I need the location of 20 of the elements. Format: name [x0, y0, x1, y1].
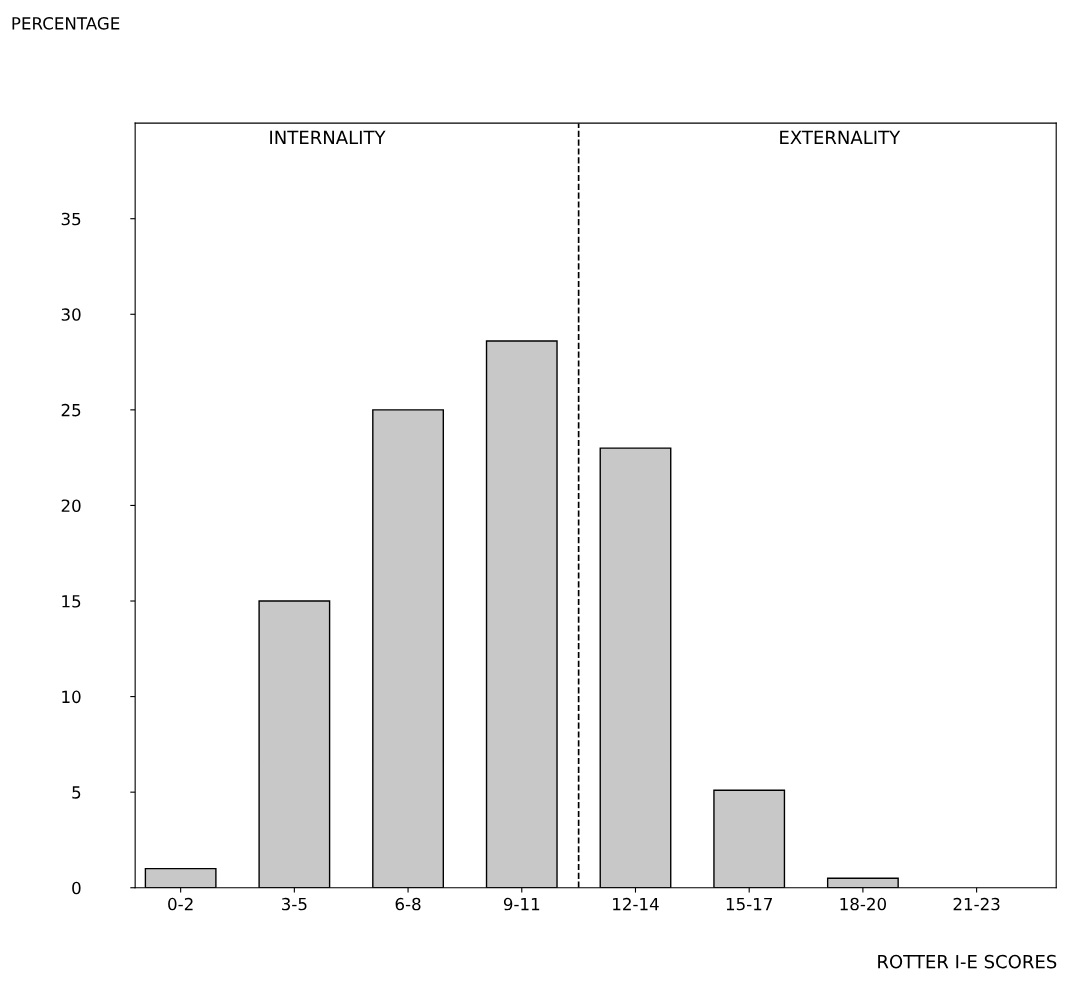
y-tick-label: 35: [61, 212, 81, 226]
y-tick-label: 0: [72, 881, 81, 895]
x-tick-label: 0-2: [168, 897, 193, 911]
y-tick-label: 15: [62, 595, 81, 608]
annotation: INTERNALITY: [270, 130, 386, 144]
y-tick-label: 20: [61, 499, 81, 513]
annotation: EXTERNALITY: [780, 130, 901, 144]
x-axis-title: ROTTER I-E SCORES: [878, 954, 1057, 969]
x-tick-label: 6-8: [395, 897, 421, 911]
x-tick-label: 15-17: [726, 897, 772, 911]
x-tick-label: 12-14: [613, 897, 659, 911]
y-tick-label: 5: [72, 786, 81, 799]
y-tick-label: 25: [61, 403, 81, 417]
text: PERCENTAGE: [12, 17, 120, 30]
x-tick-label: 21-23: [953, 897, 1000, 911]
x-tick-label: 18-20: [840, 897, 887, 911]
x-tick-label: 3-5: [282, 897, 307, 911]
x-tick-label: 9-11: [503, 897, 540, 911]
y-tick-label: 10: [62, 690, 81, 704]
y-tick-label: 30: [61, 308, 81, 321]
